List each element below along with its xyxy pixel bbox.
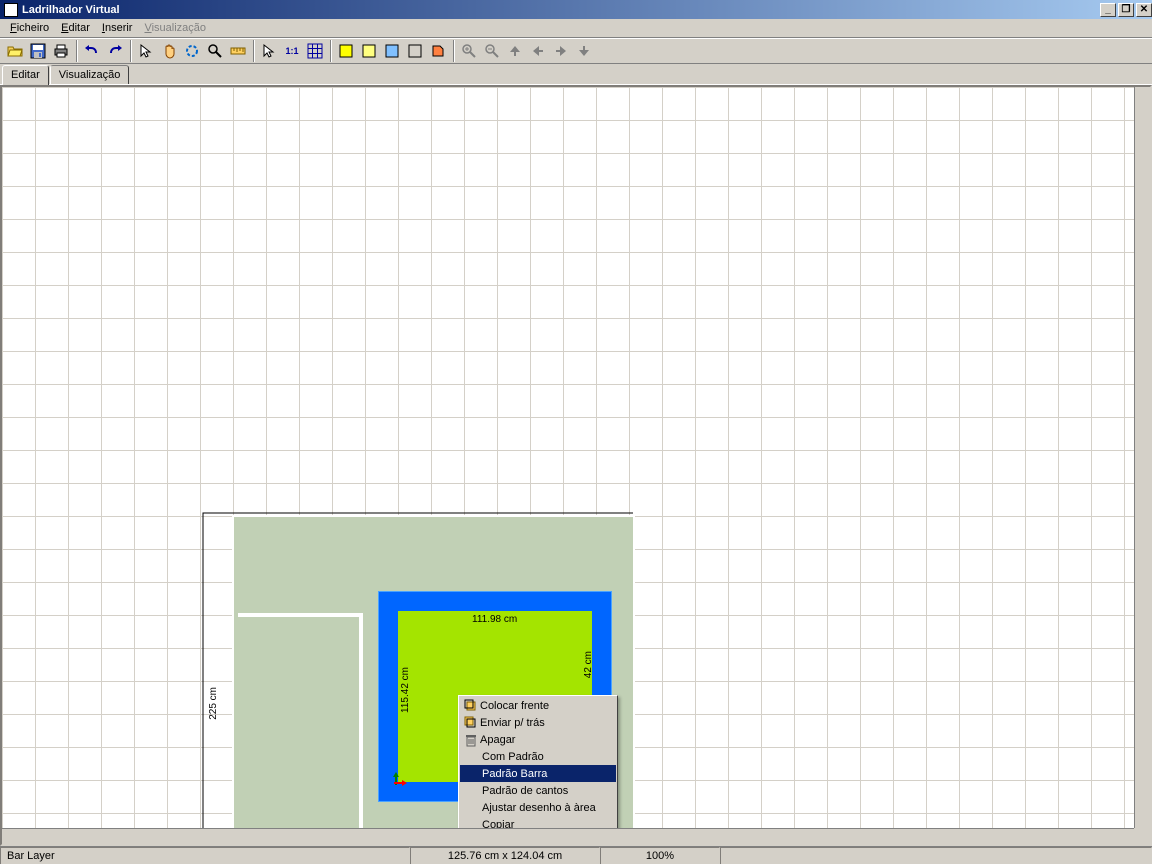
zoom-in-button[interactable] (458, 40, 480, 62)
undo-button[interactable] (81, 40, 103, 62)
status-zoom: 100% (600, 847, 720, 864)
vertical-scrollbar[interactable] (1134, 87, 1150, 828)
window-title: Ladrilhador Virtual (22, 4, 120, 16)
shape-button[interactable] (427, 40, 449, 62)
redo-button[interactable] (104, 40, 126, 62)
workspace[interactable]: 225 cm 111.98 cm 115.42 cm 42 cm Colocar… (0, 85, 1152, 846)
tabbar: Editar Visualização (0, 64, 1152, 85)
status-spacer (720, 847, 1152, 864)
status-dimensions: 125.76 cm x 124.04 cm (410, 847, 600, 864)
dim-left: 115.42 cm (400, 667, 411, 713)
loading-tool-button[interactable] (181, 40, 203, 62)
hand-tool-button[interactable] (158, 40, 180, 62)
ctx-padrao-barra[interactable]: Padrão Barra (460, 765, 616, 782)
ctx-com-padrao[interactable]: Com Padrão (460, 748, 616, 765)
status-layer: Bar Layer (0, 847, 410, 864)
open-button[interactable] (4, 40, 26, 62)
ruler-tool-button[interactable] (227, 40, 249, 62)
app-icon (4, 3, 18, 17)
outline-square-button[interactable] (404, 40, 426, 62)
ctx-padrao-cantos[interactable]: Padrão de cantos (460, 782, 616, 799)
toolbar: 1:1 (0, 38, 1152, 64)
dim-right: 42 cm (583, 651, 594, 678)
ctx-bring-front[interactable]: Colocar frente (460, 697, 616, 714)
blue-square-button[interactable] (381, 40, 403, 62)
ctx-delete[interactable]: Apagar (460, 731, 616, 748)
outer-dim-label: 225 cm (208, 687, 219, 720)
titlebar: Ladrilhador Virtual _ ❐ ✕ (0, 0, 1152, 19)
trash-icon (462, 733, 480, 747)
scale-button[interactable]: 1:1 (281, 40, 303, 62)
arrow-left-button[interactable] (527, 40, 549, 62)
menu-insert[interactable]: Inserir (96, 20, 139, 36)
bring-front-icon (462, 699, 480, 713)
window-controls: _ ❐ ✕ (1098, 3, 1152, 17)
tab-edit[interactable]: Editar (2, 65, 49, 85)
ctx-ajustar[interactable]: Ajustar desenho à àrea (460, 799, 616, 816)
arrow-up-button[interactable] (504, 40, 526, 62)
arrow-right-button[interactable] (550, 40, 572, 62)
horizontal-scrollbar[interactable] (2, 828, 1134, 844)
zoom-out-button[interactable] (481, 40, 503, 62)
tab-view[interactable]: Visualização (50, 65, 130, 84)
context-menu: Colocar frente Enviar p/ trás Apagar Com… (458, 695, 618, 846)
statusbar: Bar Layer 125.76 cm x 124.04 cm 100% (0, 846, 1152, 864)
close-button[interactable]: ✕ (1136, 3, 1152, 17)
grid-button[interactable] (304, 40, 326, 62)
yellow-square2-button[interactable] (358, 40, 380, 62)
scroll-corner (1134, 828, 1150, 844)
arrow-down-button[interactable] (573, 40, 595, 62)
dim-top: 111.98 cm (472, 614, 517, 625)
pointer-tool-button[interactable] (135, 40, 157, 62)
zoom-tool-button[interactable] (204, 40, 226, 62)
menu-edit[interactable]: Editar (55, 20, 96, 36)
menu-view: Visualização (138, 20, 212, 36)
menu-file[interactable]: Ficheiro (4, 20, 55, 36)
yellow-square-button[interactable] (335, 40, 357, 62)
ctx-send-back[interactable]: Enviar p/ trás (460, 714, 616, 731)
maximize-button[interactable]: ❐ (1118, 3, 1134, 17)
origin-blue-frame (388, 775, 404, 791)
save-button[interactable] (27, 40, 49, 62)
print-button[interactable] (50, 40, 72, 62)
send-back-icon (462, 716, 480, 730)
menubar: Ficheiro Editar Inserir Visualização (0, 19, 1152, 38)
minimize-button[interactable]: _ (1100, 3, 1116, 17)
pointer2-tool-button[interactable] (258, 40, 280, 62)
